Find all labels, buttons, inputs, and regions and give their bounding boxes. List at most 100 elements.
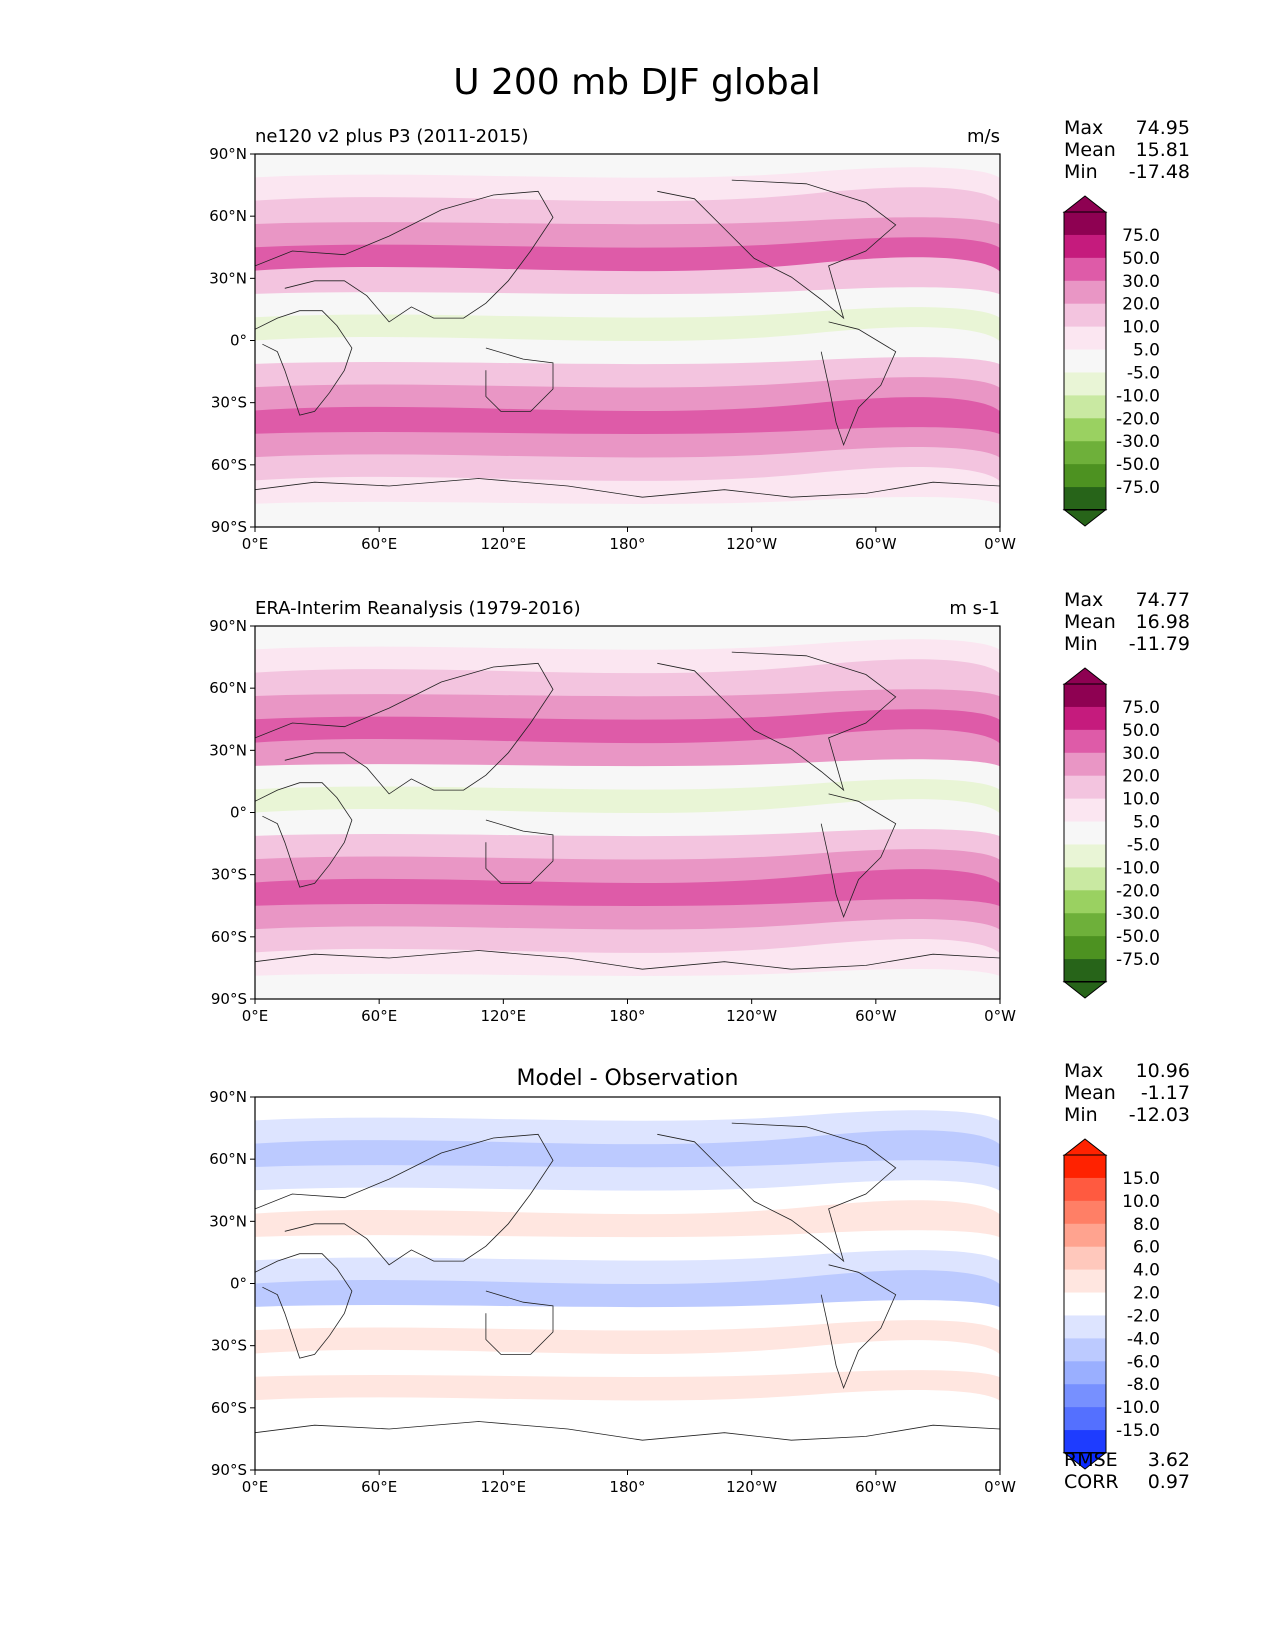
colorbar: 75.0 50.0 30.0 20.0 10.0 5.0-5.0 -10.0 -20.0 -30…: [1062, 667, 1160, 999]
x-tick-label: 0°W: [984, 535, 1016, 553]
stat-value: 74.95: [1136, 117, 1190, 139]
y-tick-label: 30°S: [211, 866, 247, 884]
colorbar-segment: [1064, 326, 1106, 351]
stat-value: -12.03: [1129, 1104, 1190, 1126]
colorbar-label: 8.0: [1133, 1215, 1160, 1235]
colorbar-label: -8.0: [1127, 1375, 1160, 1395]
colorbar-segment: [1064, 752, 1106, 777]
colorbar-segment: [1064, 257, 1106, 282]
stat-value: -1.17: [1141, 1082, 1190, 1104]
coastline: [657, 179, 897, 320]
colorbar-segment: [1064, 1430, 1106, 1454]
x-tick-label: 60°E: [361, 535, 397, 553]
map-field: [255, 1097, 1000, 1470]
coastline: [485, 819, 554, 884]
colorbar-segment: [1064, 349, 1106, 373]
x-tick-label: 180°: [609, 1478, 645, 1496]
colorbar-segment: [1064, 487, 1106, 511]
x-tick-label: 0°W: [984, 1478, 1016, 1496]
y-tick-label: 60°N: [209, 207, 247, 225]
colorbar-frame: [1063, 683, 1107, 983]
colorbar-label: -20.0: [1116, 409, 1160, 429]
colorbar-segment: [1064, 280, 1106, 305]
coastline: [820, 1264, 897, 1390]
colorbar-label: -50.0: [1116, 455, 1160, 475]
colorbar-label: 50.0: [1122, 721, 1160, 741]
x-tick-label: 120°E: [481, 1007, 527, 1025]
coastline: [255, 1253, 353, 1359]
stat-value: 74.77: [1136, 589, 1190, 611]
stat-label: Max: [1064, 117, 1103, 139]
colorbar-label: 10.0: [1122, 318, 1160, 338]
colorbar-segment: [1064, 775, 1106, 800]
colorbar-label: 5.0: [1133, 341, 1160, 361]
panel-title: ERA-Interim Reanalysis (1979-2016): [255, 598, 581, 619]
y-tick-label: 60°N: [209, 679, 247, 697]
colorbar-extend-bottom: [1062, 981, 1108, 999]
panels: ne120 v2 plus P3 (2011-2015) m/s 0°E 60°E 12…: [209, 117, 1190, 1496]
coastline: [485, 347, 554, 412]
colorbar-extend-top: [1062, 195, 1108, 213]
panel-units: m/s: [967, 126, 1000, 147]
colorbar-segment: [1064, 821, 1106, 845]
coastline: [255, 1133, 554, 1266]
colorbar-label: 50.0: [1122, 249, 1160, 269]
x-tick-label: 120°E: [481, 535, 527, 553]
coastline: [255, 1421, 1000, 1441]
colorbar-label: 6.0: [1133, 1238, 1160, 1258]
coastline: [820, 793, 897, 919]
panel-title: Model - Observation: [517, 1066, 739, 1091]
colorbar-label: -10.0: [1116, 1398, 1160, 1418]
contour-band: [255, 1440, 1000, 1470]
y-tick-label: 60°S: [211, 928, 247, 946]
colorbar-segment: [1064, 867, 1106, 891]
x-tick-label: 180°: [609, 535, 645, 553]
colorbar-segment: [1064, 890, 1106, 914]
stat-label: Min: [1064, 1104, 1098, 1126]
colorbar-frame: [1063, 1154, 1107, 1454]
colorbar-segment: [1064, 729, 1106, 754]
panel-title: ne120 v2 plus P3 (2011-2015): [255, 126, 529, 147]
colorbar-label: 15.0: [1122, 1169, 1160, 1189]
colorbar-label: 20.0: [1122, 767, 1160, 787]
colorbar: 15.0 10.0 8.0 6.0 4.0 2.0-2.0 -4.0 -6.0 -8.0 -10.…: [1062, 1138, 1160, 1470]
stat-value: 15.81: [1136, 139, 1190, 161]
colorbar-segment: [1064, 798, 1106, 823]
y-tick-label: 90°S: [211, 990, 247, 1008]
x-tick-label: 120°E: [481, 1478, 527, 1496]
colorbar-label: -50.0: [1116, 927, 1160, 947]
colorbar-segment: [1064, 844, 1106, 868]
y-tick-label: 30°N: [209, 741, 247, 759]
colorbar-extend-top: [1062, 667, 1108, 685]
y-tick-label: 60°S: [211, 456, 247, 474]
extra-stat-label: CORR: [1064, 1471, 1119, 1493]
colorbar-label: -4.0: [1127, 1329, 1160, 1349]
y-tick-label: 60°S: [211, 1399, 247, 1417]
y-tick-label: 0°: [230, 1275, 247, 1293]
colorbar-label: 4.0: [1133, 1261, 1160, 1281]
stat-label: Mean: [1064, 611, 1116, 633]
colorbar-label: 5.0: [1133, 813, 1160, 833]
stat-label: Mean: [1064, 139, 1116, 161]
colorbar-segment: [1064, 395, 1106, 419]
x-tick-label: 0°E: [242, 1007, 269, 1025]
colorbar-frame: [1063, 211, 1107, 511]
map-field: [255, 626, 1000, 999]
x-tick-label: 0°E: [242, 535, 269, 553]
colorbar-label: 2.0: [1133, 1284, 1160, 1304]
colorbar-label: 20.0: [1122, 295, 1160, 315]
panel-units: m s-1: [949, 598, 1000, 619]
colorbar-segment: [1064, 1246, 1106, 1271]
y-tick-label: 90°N: [209, 145, 247, 163]
colorbar-label: 75.0: [1122, 226, 1160, 246]
x-tick-label: 60°W: [855, 535, 897, 553]
colorbar-segment: [1064, 1200, 1106, 1225]
stat-label: Max: [1064, 589, 1103, 611]
stat-label: Min: [1064, 633, 1098, 655]
extra-stat-value: 3.62: [1148, 1449, 1190, 1471]
coastline: [255, 950, 1000, 970]
colorbar-extend-bottom: [1062, 509, 1108, 527]
x-tick-label: 60°E: [361, 1478, 397, 1496]
colorbar-segment: [1064, 1177, 1106, 1202]
y-tick-label: 0°: [230, 332, 247, 350]
